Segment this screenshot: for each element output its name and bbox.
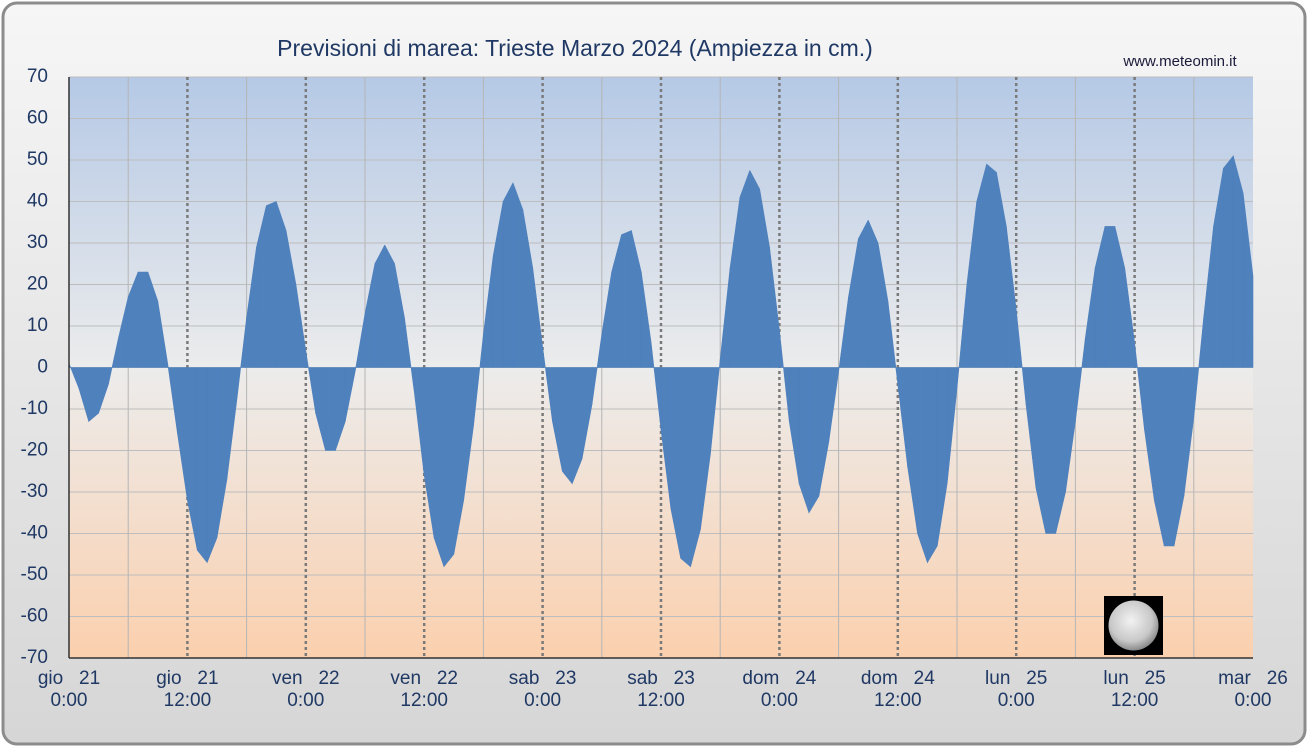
area-segment bbox=[384, 244, 395, 368]
y-tick-label: 30 bbox=[27, 232, 48, 253]
x-tick-time: 12:00 bbox=[400, 690, 448, 711]
x-tick-time: 0:00 bbox=[761, 690, 798, 711]
chart-title: Previsioni di marea: Trieste Marzo 2024 … bbox=[277, 35, 873, 61]
x-tick-label: dom 24 bbox=[861, 668, 935, 689]
x-tick-label: ven 22 bbox=[272, 668, 340, 689]
x-tick-label: lun 25 bbox=[1103, 668, 1165, 689]
y-tick-label: 20 bbox=[27, 274, 48, 295]
x-tick-time: 12:00 bbox=[1111, 690, 1159, 711]
area-segment bbox=[433, 367, 445, 567]
x-tick-time: 12:00 bbox=[164, 690, 212, 711]
area-segment bbox=[374, 244, 386, 368]
source: www.meteomin.it bbox=[1122, 53, 1237, 70]
area-segment bbox=[1232, 155, 1244, 368]
x-tick-time: 0:00 bbox=[1235, 690, 1272, 711]
x-tick-label: gio 21 bbox=[38, 668, 100, 689]
area-segment bbox=[1223, 154, 1234, 368]
x-tick-time: 0:00 bbox=[998, 690, 1035, 711]
y-tick-label: 0 bbox=[37, 357, 48, 378]
y-tick-label: -20 bbox=[21, 440, 48, 461]
x-tick-time: 0:00 bbox=[51, 690, 88, 711]
area-segment bbox=[858, 220, 869, 368]
area-segment bbox=[986, 163, 997, 368]
area-segment bbox=[512, 182, 524, 368]
area-segment bbox=[196, 367, 208, 564]
area-segment bbox=[867, 220, 879, 368]
area-segment bbox=[749, 170, 760, 368]
area-segment bbox=[275, 201, 287, 368]
area-segment bbox=[266, 201, 277, 368]
area-segment bbox=[562, 367, 573, 485]
y-tick-label: 40 bbox=[27, 191, 48, 212]
area-segment bbox=[443, 367, 455, 568]
x-tick-time: 0:00 bbox=[287, 690, 324, 711]
x-tick-label: mar 26 bbox=[1218, 668, 1288, 689]
y-tick-label: -30 bbox=[21, 481, 48, 502]
area-segment bbox=[1104, 226, 1116, 368]
area-segment bbox=[680, 367, 691, 568]
area-segment bbox=[88, 367, 99, 423]
x-tick-label: ven 22 bbox=[390, 668, 458, 689]
y-tick-label: -60 bbox=[21, 606, 48, 627]
area-segment bbox=[739, 170, 751, 368]
y-tick-label: -70 bbox=[21, 647, 48, 668]
area-segment bbox=[1242, 193, 1254, 368]
y-tick-label: 10 bbox=[27, 315, 48, 336]
y-tick-label: -40 bbox=[21, 523, 48, 544]
area-segment bbox=[808, 367, 820, 514]
x-tick-label: sab 23 bbox=[627, 668, 695, 689]
x-tick-label: lun 25 bbox=[985, 668, 1047, 689]
y-tick-label: 50 bbox=[27, 149, 48, 170]
area-segment bbox=[927, 367, 938, 564]
y-tick-label: -10 bbox=[21, 398, 48, 419]
y-tick-label: -50 bbox=[21, 564, 48, 585]
area-segment bbox=[1045, 367, 1056, 534]
x-tick-time: 12:00 bbox=[874, 690, 922, 711]
moon-icon bbox=[1108, 600, 1159, 651]
y-tick-label: 60 bbox=[27, 108, 48, 129]
area-segment bbox=[1163, 367, 1175, 547]
x-tick-label: dom 24 bbox=[742, 668, 816, 689]
y-tick-label: 70 bbox=[27, 66, 48, 87]
x-tick-label: sab 23 bbox=[509, 668, 577, 689]
x-tick-label: gio 21 bbox=[156, 668, 218, 689]
area-segment bbox=[502, 182, 514, 368]
area-segment bbox=[621, 230, 632, 368]
x-tick-time: 0:00 bbox=[524, 690, 561, 711]
area-segment bbox=[206, 367, 218, 563]
area-segment bbox=[325, 367, 336, 451]
area-segment bbox=[137, 271, 149, 368]
x-tick-time: 12:00 bbox=[637, 690, 685, 711]
area-segment bbox=[917, 367, 928, 563]
